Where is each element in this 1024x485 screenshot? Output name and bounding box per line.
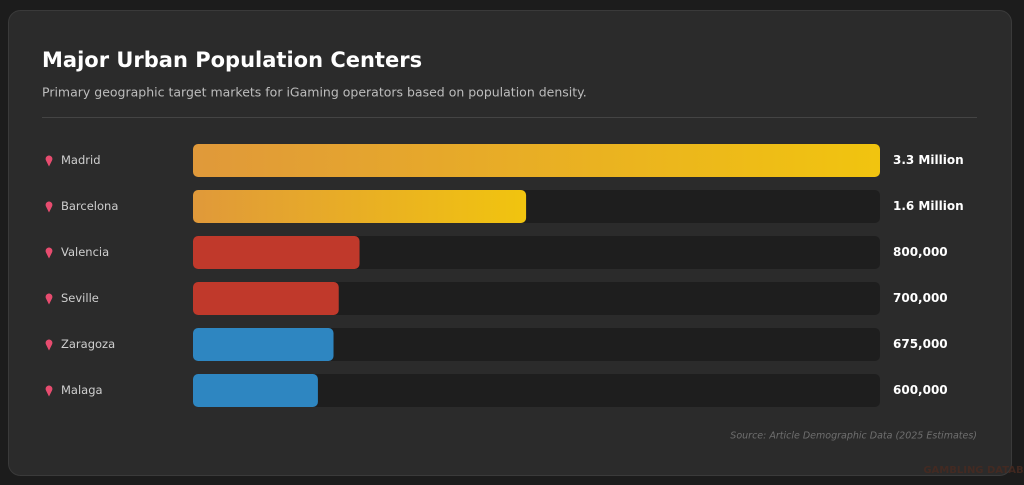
category-label: Zaragoza: [61, 337, 115, 351]
value-label: 675,000: [893, 337, 948, 351]
bar-track: [193, 236, 880, 269]
pin-icon: [45, 155, 53, 167]
chart-subtitle: Primary geographic target markets for iG…: [42, 85, 587, 100]
bar: [193, 328, 334, 361]
value-label: 3.3 Million: [893, 153, 964, 167]
value-label: 600,000: [893, 383, 948, 397]
pin-icon: [45, 247, 53, 259]
bar-track: [193, 282, 880, 315]
bar: [193, 282, 339, 315]
pin-icon: [45, 293, 53, 305]
pin-icon: [45, 385, 53, 397]
watermark: GAMBLING DATABASES: [923, 465, 1024, 476]
bar-track: [193, 374, 880, 407]
category-label: Valencia: [61, 245, 109, 259]
bar: [193, 144, 880, 177]
value-label: 800,000: [893, 245, 948, 259]
source: Source: Article Demographic Data (2025 E…: [730, 431, 977, 442]
bar: [193, 374, 318, 407]
value-label: 700,000: [893, 291, 948, 305]
pin-icon: [45, 201, 53, 213]
value-label: 1.6 Million: [893, 199, 964, 213]
bar: [193, 190, 527, 223]
chart-title: Major Urban Population Centers: [42, 48, 422, 72]
bar-track: [193, 328, 880, 361]
pin-icon: [45, 339, 53, 351]
category-label: Malaga: [61, 383, 103, 397]
category-label: Madrid: [61, 153, 101, 167]
category-label: Seville: [61, 291, 99, 305]
category-label: Barcelona: [61, 199, 118, 213]
bar: [193, 236, 360, 269]
